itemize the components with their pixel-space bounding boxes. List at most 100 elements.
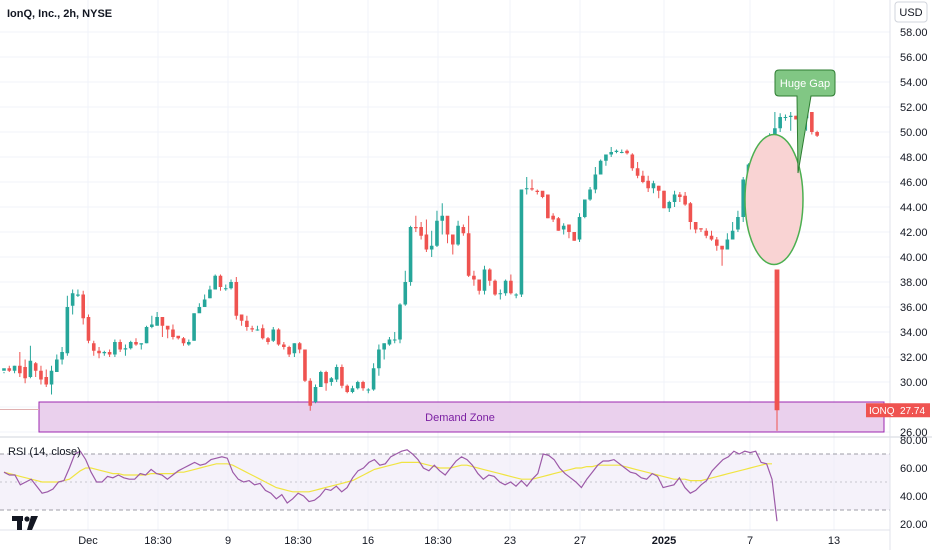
candle-body (197, 307, 202, 314)
candle-body (171, 329, 175, 337)
price-tick: 42.00 (900, 227, 928, 239)
candle-body (709, 235, 714, 240)
price-ticks: 58.00 56.00 54.00 52.00 50.00 48.00 46.00 44.00… (900, 27, 928, 439)
rsi-tick: 20.00 (900, 519, 928, 531)
candle-body (282, 344, 286, 347)
candle-body (572, 232, 577, 241)
candle-body (65, 307, 70, 354)
candle-body (567, 224, 571, 232)
candle-body (577, 217, 582, 240)
candle-body (482, 269, 487, 291)
candle-body (165, 325, 170, 330)
candle-body (598, 160, 603, 175)
candle-body (561, 225, 566, 230)
candle-body (176, 335, 181, 339)
candle-body (229, 282, 233, 289)
time-tick: 18:30 (284, 535, 312, 547)
candle-body (588, 189, 592, 200)
candle-body (218, 275, 223, 287)
candle-body (366, 389, 371, 391)
symbol-price-tag (866, 403, 930, 418)
candle-body (530, 188, 534, 190)
time-tick: 9 (225, 535, 231, 547)
candle-body (736, 217, 740, 230)
candle-body (76, 294, 80, 296)
price-tick: 50.00 (900, 127, 928, 139)
tradingview-logo-icon[interactable] (12, 514, 42, 534)
candle-body (461, 227, 466, 234)
candle-body (656, 185, 661, 191)
time-tick: 18:30 (144, 535, 172, 547)
grid (0, 0, 890, 530)
rsi-line (3, 449, 778, 522)
candle-body (783, 117, 788, 118)
rsi-ticks: 80.00 60.00 40.00 20.00 (900, 435, 928, 531)
candle-body (635, 168, 640, 176)
candle-body (134, 342, 138, 345)
candle-body (778, 117, 782, 129)
symbol-label: IONQ (869, 406, 895, 417)
time-tick: Dec (78, 535, 98, 547)
candle-body (139, 343, 144, 345)
time-tick: 16 (362, 535, 374, 547)
candle-body (429, 245, 434, 250)
candle-body (477, 279, 481, 291)
demand-zone-box (38, 401, 885, 433)
candle-body (424, 234, 429, 250)
candle-body (741, 179, 745, 217)
rsi-pane[interactable]: RSI (14, close) (0, 436, 932, 522)
candle-body (97, 350, 101, 354)
price-axis[interactable]: USD 58.00 56.00 54.00 52.00 50.00 48.00 46.00 4… (866, 0, 930, 550)
candle-body (86, 317, 91, 341)
time-tick: 13 (828, 535, 840, 547)
candle-body (451, 234, 455, 245)
candles-layer[interactable] (2, 72, 819, 431)
candle-body (493, 280, 497, 295)
candle-body (371, 368, 376, 390)
time-axis[interactable]: Dec 18:30 9 18:30 16 18:30 23 27 2025 7 13 (0, 529, 890, 547)
candle-body (440, 215, 445, 221)
candle-body (150, 324, 154, 327)
candle-body (260, 328, 265, 339)
candle-body (551, 215, 555, 220)
candle-body (287, 347, 291, 355)
candle-body (556, 218, 561, 231)
candle-body (123, 348, 128, 350)
candle-body (725, 239, 730, 250)
candle-body (223, 288, 228, 290)
candle-body (128, 342, 133, 349)
candle-body (509, 280, 513, 294)
candle-body (345, 385, 349, 392)
candle-body (192, 313, 196, 341)
candle-body (245, 320, 249, 327)
rsi-ma-line (3, 461, 772, 493)
candle-body (583, 199, 587, 217)
candle-body (250, 328, 254, 330)
candle-body (28, 360, 33, 377)
candle-body (435, 220, 439, 246)
candle-body (678, 194, 682, 197)
candle-body (794, 115, 798, 120)
price-tick: 36.00 (900, 302, 928, 314)
candle-body (12, 365, 17, 371)
time-tick: 27 (574, 535, 586, 547)
price-tick: 26.00 (900, 427, 928, 439)
candle-body (213, 275, 217, 290)
candle-body (118, 342, 122, 350)
currency-label: USD (899, 7, 922, 19)
candle-body (720, 245, 724, 250)
candle-body (641, 175, 645, 182)
candle-body (266, 338, 270, 342)
gap-ellipse (744, 133, 804, 266)
currency-button[interactable] (894, 1, 928, 23)
candle-body (202, 299, 207, 307)
candle-body (255, 329, 260, 331)
candle-body (271, 329, 276, 341)
candle-body (49, 370, 54, 385)
candle-body (377, 349, 381, 369)
candle-body (2, 368, 6, 371)
candle-body (113, 342, 117, 355)
candle-body (419, 227, 423, 236)
candle-body (625, 150, 629, 154)
